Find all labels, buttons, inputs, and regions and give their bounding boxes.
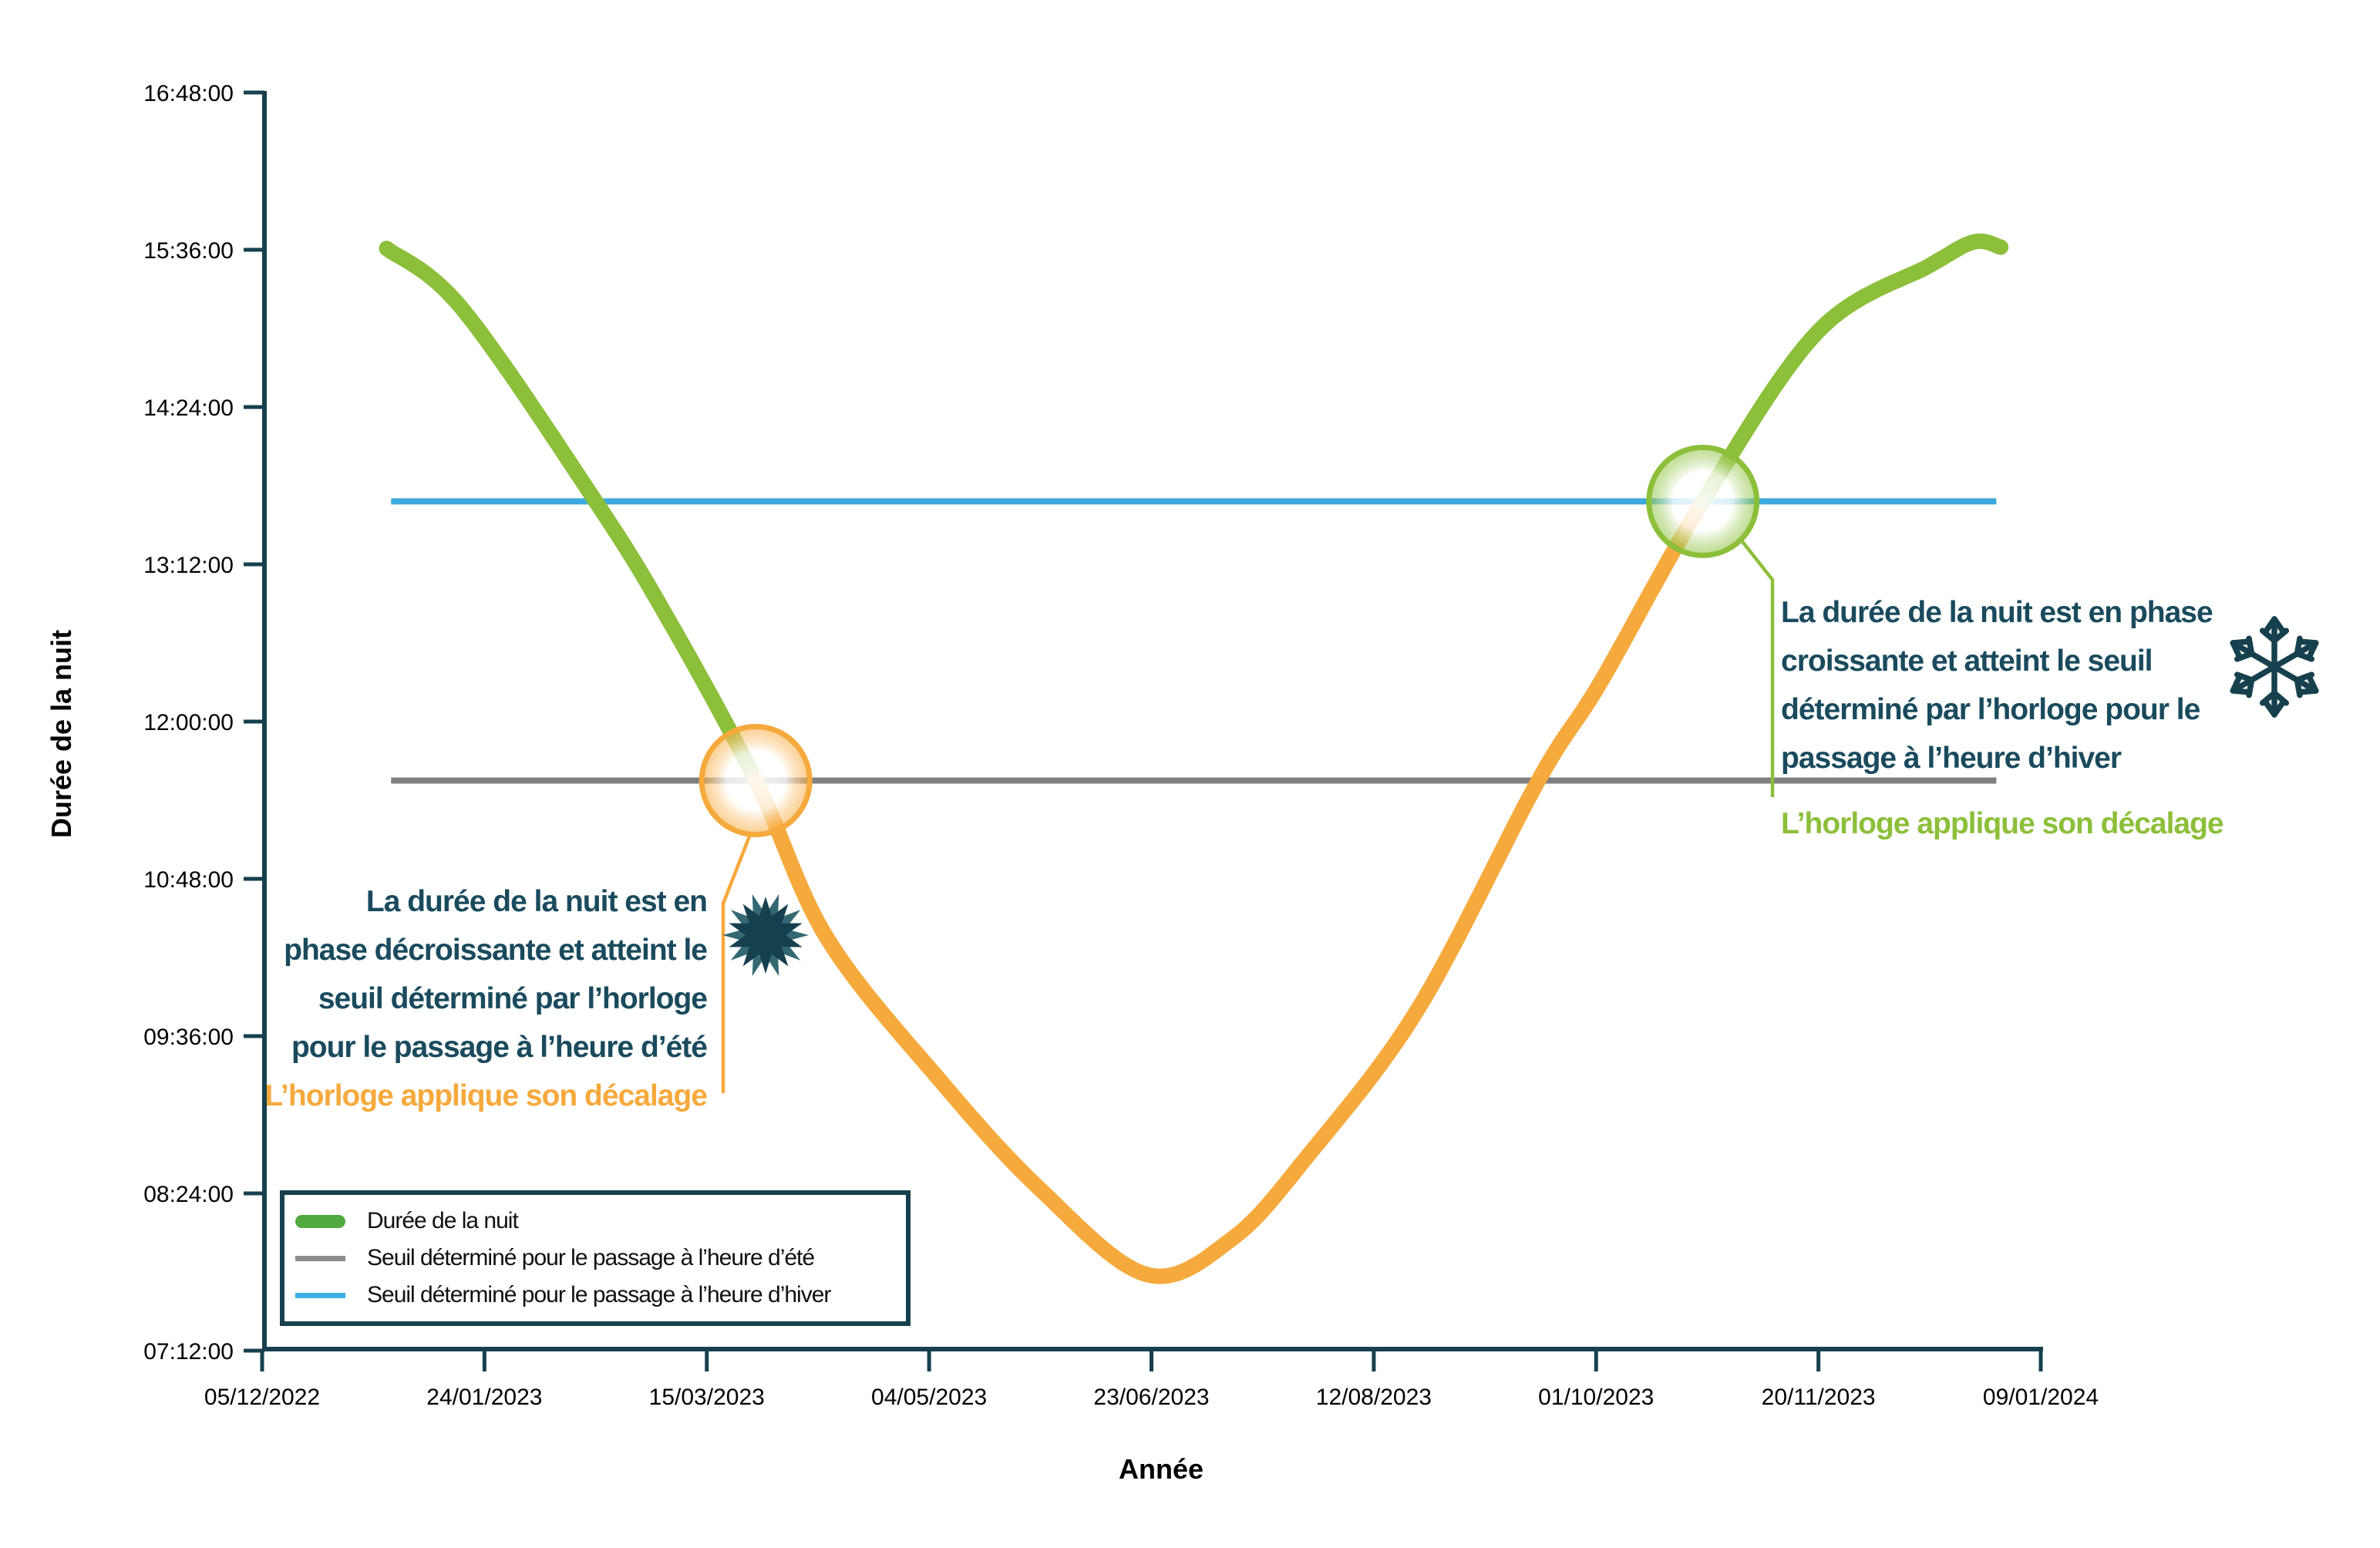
y-tick-label: 12:00:00 [143, 710, 234, 735]
passage-heure-ete-highlight-circle [699, 724, 813, 837]
y-tick-label: 13:12:00 [143, 553, 234, 578]
legend-label: Seuil déterminé pour le passage à l’heur… [367, 1245, 815, 1270]
winter-threshold-swatch [295, 1292, 345, 1298]
legend-label: Seuil déterminé pour le passage à l’heur… [367, 1282, 831, 1307]
night-duration-swatch [295, 1214, 345, 1228]
night-duration-curve-heure-hiver [1695, 233, 2009, 510]
night-duration-curve-heure-ete [748, 493, 1711, 1284]
x-tick-label: 12/08/2023 [1316, 1385, 1432, 1410]
x-tick-label: 20/11/2023 [1762, 1385, 1876, 1410]
legend-item-summer-threshold: Seuil déterminé pour le passage à l’heur… [295, 1245, 898, 1271]
legend-label: Durée de la nuit [367, 1208, 519, 1233]
summer-dst-annotation: La durée de la nuit est en phase décrois… [264, 829, 708, 1169]
summer-threshold-swatch [295, 1255, 345, 1261]
summer-dst-highlight: L’horloge applique son décalage [264, 1079, 708, 1112]
x-tick-label: 05/12/2022 [204, 1385, 320, 1410]
night-duration-curve-decroissante-avant-ete [379, 241, 764, 789]
passage-heure-ete-leader-line [721, 836, 752, 1093]
snowflake-branches [2230, 616, 2319, 718]
x-tick-label: 09/01/2024 [1983, 1385, 2099, 1410]
x-axis-title: Année [1118, 1453, 1204, 1485]
y-tick-label: 07:12:00 [143, 1339, 234, 1365]
x-tick-label: 23/06/2023 [1093, 1385, 1209, 1410]
sun-burst-front-star [729, 897, 803, 974]
winter-dst-highlight: L’horloge applique son décalage [1781, 807, 2224, 840]
y-tick-label: 15:36:00 [143, 238, 234, 264]
winter-dst-annotation-text: La durée de la nuit est en phase croissa… [1781, 596, 2213, 775]
x-tick-label: 01/10/2023 [1538, 1385, 1654, 1410]
sun-burst-icon [722, 893, 809, 977]
legend-item-winter-threshold: Seuil déterminé pour le passage à l’heur… [295, 1282, 898, 1308]
y-tick-label: 10:48:00 [143, 867, 234, 893]
y-tick-label: 14:24:00 [143, 395, 234, 421]
x-tick-label: 24/01/2023 [426, 1385, 542, 1410]
summer-dst-annotation-text: La durée de la nuit est en phase décrois… [284, 885, 708, 1064]
y-axis-title: Durée de la nuit [45, 629, 77, 839]
x-tick-label: 15/03/2023 [649, 1385, 765, 1410]
chart-legend: Durée de la nuit Seuil déterminé pour le… [280, 1190, 911, 1326]
winter-dst-annotation: La durée de la nuit est en phase croissa… [1781, 540, 2224, 897]
legend-item-night-duration: Durée de la nuit [295, 1208, 898, 1234]
y-tick-label: 09:36:00 [143, 1025, 234, 1050]
passage-heure-hiver-leader-line [1739, 538, 1775, 797]
x-tick-label: 04/05/2023 [871, 1385, 987, 1410]
snowflake-icon [2230, 616, 2319, 718]
passage-heure-hiver-highlight-circle [1646, 444, 1760, 558]
y-tick-label: 08:24:00 [143, 1182, 234, 1207]
y-tick-label: 16:48:00 [143, 81, 234, 106]
